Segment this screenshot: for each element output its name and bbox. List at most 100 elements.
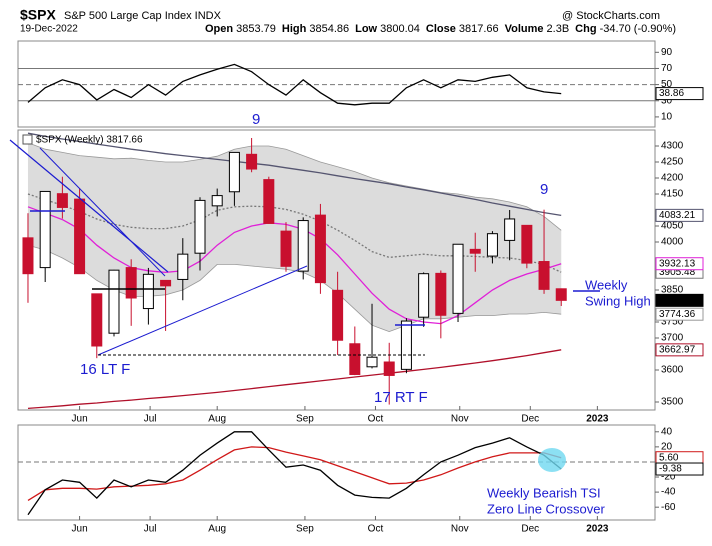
candle-body: [280, 230, 292, 267]
source: @ StockCharts.com: [562, 10, 660, 22]
series-line: [27, 132, 562, 217]
candle-body: [383, 361, 395, 376]
index-name: S&P 500 Large Cap Index INDX: [64, 10, 222, 22]
x-tick-label: Dec: [521, 524, 539, 535]
value-tag: [655, 208, 704, 222]
candle-body: [160, 279, 172, 287]
candle-body: [228, 151, 240, 193]
stat-value: 2.3B: [547, 23, 570, 35]
value-tag: [655, 343, 704, 357]
panel-frame: [17, 424, 656, 521]
stat-label: Low: [355, 23, 377, 35]
series-line: [27, 431, 562, 516]
y-tick-label: 3600: [661, 365, 684, 376]
x-tick-label: Nov: [451, 414, 469, 425]
panel-label: $SPX (Weekly) 3817.66: [36, 135, 143, 146]
y-tick-label: 3700: [661, 333, 684, 344]
value-tag: [655, 307, 704, 321]
y-tick-label: 3750: [661, 317, 684, 328]
x-tick-label: Aug: [208, 524, 226, 535]
y-tick-label: 30: [661, 95, 673, 106]
value-tag-label: 3774.36: [659, 309, 696, 320]
y-tick-label: 40: [661, 426, 673, 437]
ohlc-stats: Open 3853.79 High 3854.86 Low 3800.04 Close 381…: [205, 23, 676, 35]
y-tick-label: -40: [661, 487, 676, 498]
candle-body: [56, 193, 68, 208]
value-tag-label: 4083.21: [659, 210, 696, 221]
trend-annotations: 9 9 16 LT F 17 RT F Weekly Swing High We…: [9, 111, 651, 516]
annotation: 9: [252, 111, 260, 128]
annotation: Weekly: [585, 277, 628, 292]
candle-body: [211, 195, 223, 207]
candle-body: [142, 273, 154, 310]
stat-value: 3853.79: [236, 23, 276, 35]
plot-area: 90 70 50 30 10 38.86 4300 4250 4200 4150 4050 4000 3…: [17, 40, 704, 535]
series-line: [27, 193, 562, 273]
y-tick-label: -20: [661, 472, 676, 483]
stat-value: 3800.04: [380, 23, 420, 35]
x-tick-label: Jul: [144, 414, 157, 425]
panel-frame: [17, 40, 656, 128]
y-tick-label: 4300: [661, 141, 684, 152]
stat-label: Close: [426, 23, 456, 35]
candle-body: [349, 343, 361, 375]
trend-line: [39, 147, 166, 277]
x-tick-label: Dec: [521, 414, 539, 425]
annotation: Swing High: [585, 293, 651, 308]
x-tick-label: Oct: [368, 524, 384, 535]
value-tag-label: 3662.97: [659, 344, 696, 355]
y-tick-label: 3850: [661, 285, 684, 296]
candle-body: [469, 248, 481, 254]
y-tick-label: 4200: [661, 173, 684, 184]
stat-value: 3817.66: [459, 23, 499, 35]
band-edge: [27, 142, 562, 231]
x-tick-label: Sep: [296, 524, 314, 535]
candle-body: [297, 220, 309, 272]
candle-body: [74, 198, 86, 275]
value-tag-label: -9.38: [659, 464, 682, 475]
x-tick-label: Jun: [72, 414, 88, 425]
value-tag: [655, 462, 704, 476]
date: 19-Dec-2022: [20, 24, 78, 35]
candle-body: [108, 269, 120, 334]
y-tick-label: 3500: [661, 397, 684, 408]
candle-body: [22, 237, 34, 275]
stat-label: Open: [205, 23, 233, 35]
value-tag-label: 5.60: [659, 452, 679, 463]
series-line: [27, 349, 562, 410]
y-tick-label: 10: [661, 112, 673, 123]
stat-value: -34.70 (-0.90%): [600, 23, 676, 35]
series-line: [27, 206, 562, 325]
candle-body: [555, 288, 567, 301]
candle-body: [486, 233, 498, 257]
x-tick-label: Jul: [144, 524, 157, 535]
candle-body: [521, 224, 533, 264]
y-tick-label: 4250: [661, 157, 684, 168]
stat-value: 3854.86: [309, 23, 349, 35]
candle-body: [504, 218, 516, 241]
value-tag-label: 3905.48: [659, 267, 696, 278]
stat-label: Chg: [575, 23, 596, 35]
x-tick-label: Oct: [368, 414, 384, 425]
annotation: 17 RT F: [374, 389, 428, 406]
y-tick-label: 4000: [661, 237, 684, 248]
value-tag: [655, 293, 704, 307]
candle-body: [332, 289, 344, 341]
candle-body: [246, 153, 258, 170]
y-tick-label: 20: [661, 442, 673, 453]
candle-body: [366, 356, 378, 368]
series-line: [27, 63, 562, 106]
value-tag-label: 3817.66: [659, 295, 696, 306]
candle-body: [400, 320, 412, 370]
value-tag: [655, 87, 704, 101]
y-tick-label: 50: [661, 79, 673, 90]
candle-body: [39, 190, 51, 269]
panel-icon: [22, 134, 33, 145]
annotation: 9: [540, 181, 548, 198]
candle-body: [177, 253, 189, 280]
value-tag-label: 38.86: [659, 88, 684, 99]
annotation: Weekly Bearish TSI: [487, 485, 601, 500]
x-tick-label: 2023: [586, 414, 609, 425]
stat-label: Volume: [505, 23, 544, 35]
candle-body: [91, 293, 103, 347]
